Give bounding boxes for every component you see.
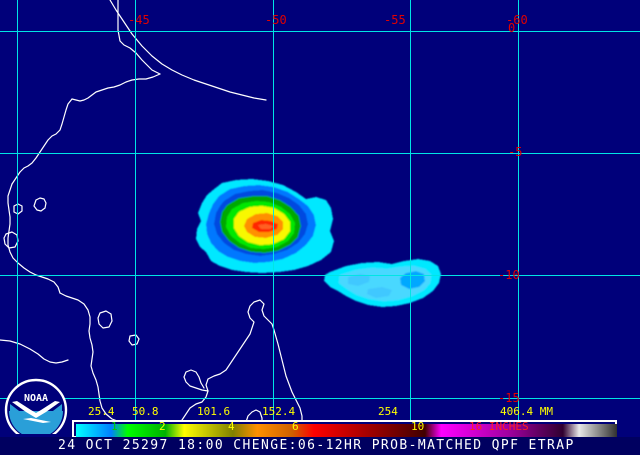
cbar-tick-mm-152: 152.4 [262,405,296,418]
cbar-tick-mm-50: 50.8 [132,405,159,418]
cbar-tick-in-1: 1 [111,420,118,433]
gridline-latitude [0,398,640,399]
cbar-tick-in-6: 6 [292,420,299,433]
cbar-tick-mm-254: 254 [378,405,398,418]
precip-secondary-core-c [367,287,392,298]
gridline-longitude [518,0,519,434]
precipitation-field [196,179,441,307]
lat-label-0: 0 [508,21,516,35]
cbar-tick-mm-101: 101.6 [197,405,231,418]
colorbar-gradient [76,424,617,438]
lon-label-45: -45 [128,13,150,27]
caption-text: 24 OCT 25297 18:00 CHENGE:06-12HR PROB-M… [58,438,575,453]
lon-label-50: -50 [265,13,287,27]
gridline-latitude [0,31,640,32]
gridline-latitude [0,275,640,276]
colorbar[interactable] [72,420,617,438]
lat-label-15: -15 [498,391,520,405]
cbar-tick-in-10: 10 [411,420,425,433]
lat-label-5: -5 [508,145,523,159]
gridline-longitude [273,0,274,434]
lon-label-55: -55 [384,13,406,27]
precip-core-peak [258,224,273,229]
noaa-logo-text: NOAA [24,393,48,404]
cbar-tick-in-2: 2 [159,420,166,433]
cbar-tick-in-16: 16 INCHES [469,420,529,433]
cbar-tick-mm-406: 406.4 MM [500,405,553,418]
cbar-tick-mm-25: 25.4 [88,405,115,418]
gridline-longitude [135,0,136,434]
gridline-longitude [17,0,18,434]
noaa-logo: NOAA [4,378,68,434]
cbar-tick-in-4: 4 [228,420,235,433]
precip-secondary-core-b [348,274,370,286]
map-canvas[interactable]: -45 -50 -55 -60 0 -5 -10 -15 NOAA [0,0,640,434]
gridline-longitude [410,0,411,434]
gridline-latitude [0,153,640,154]
lon-label-60: -60 [506,13,528,27]
lat-label-10: -10 [498,268,520,282]
caption-bar: 24 OCT 25297 18:00 CHENGE:06-12HR PROB-M… [0,437,640,455]
